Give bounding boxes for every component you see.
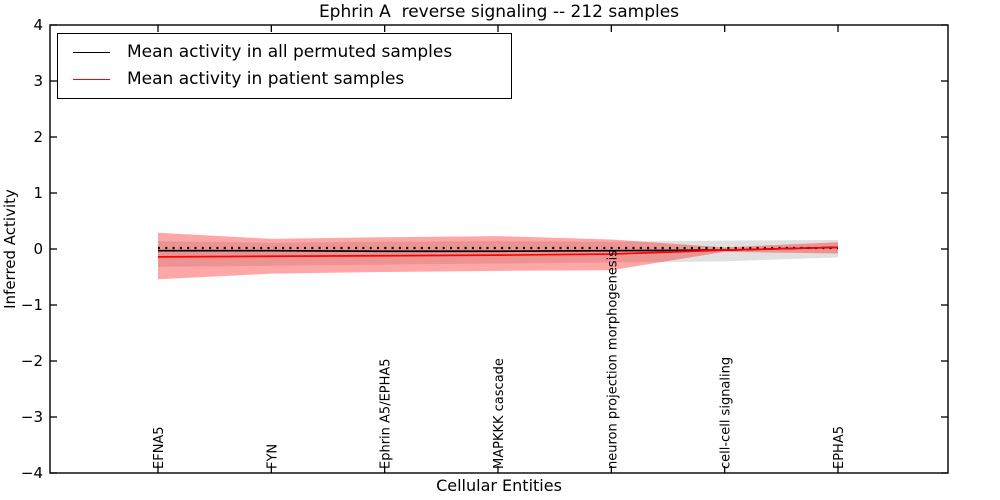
x-category-label: neuron projection morphogenesis xyxy=(605,250,620,469)
y-tick-label: 2 xyxy=(33,128,43,146)
legend-label-patient: Mean activity in patient samples xyxy=(127,69,405,90)
y-tick-label: −4 xyxy=(21,464,43,482)
x-category-label: Ephrin A5/EPHA5 xyxy=(379,358,394,469)
x-category-label: EPHA5 xyxy=(832,426,847,469)
x-axis-label: Cellular Entities xyxy=(436,476,562,495)
x-category-label: cell-cell signaling xyxy=(719,357,734,469)
legend-box: Mean activity in all permuted samples Me… xyxy=(57,33,512,99)
x-category-label: MAPKKK cascade xyxy=(492,358,507,469)
y-tick-label: 0 xyxy=(33,240,43,258)
y-tick-label: 3 xyxy=(33,72,43,90)
y-tick-label: −2 xyxy=(21,352,43,370)
y-tick-label: −1 xyxy=(21,296,43,314)
x-category-label: EFNA5 xyxy=(152,426,167,469)
y-tick-label: 4 xyxy=(33,16,43,34)
legend-entry-patient: Mean activity in patient samples xyxy=(58,70,511,89)
y-tick-label: 1 xyxy=(33,184,43,202)
legend-label-permuted: Mean activity in all permuted samples xyxy=(127,41,453,62)
legend-line-red xyxy=(73,79,110,81)
permuted-samples-std-band xyxy=(158,240,838,267)
legend-entry-permuted: Mean activity in all permuted samples xyxy=(58,43,511,62)
y-axis-label: Inferred Activity xyxy=(1,189,19,309)
patient-mean-line xyxy=(157,246,839,258)
chart-title: Ephrin A reverse signaling -- 212 sample… xyxy=(318,2,680,22)
legend-line-black xyxy=(73,51,110,53)
y-tick-label: −3 xyxy=(21,408,43,426)
x-category-label: FYN xyxy=(265,444,280,469)
